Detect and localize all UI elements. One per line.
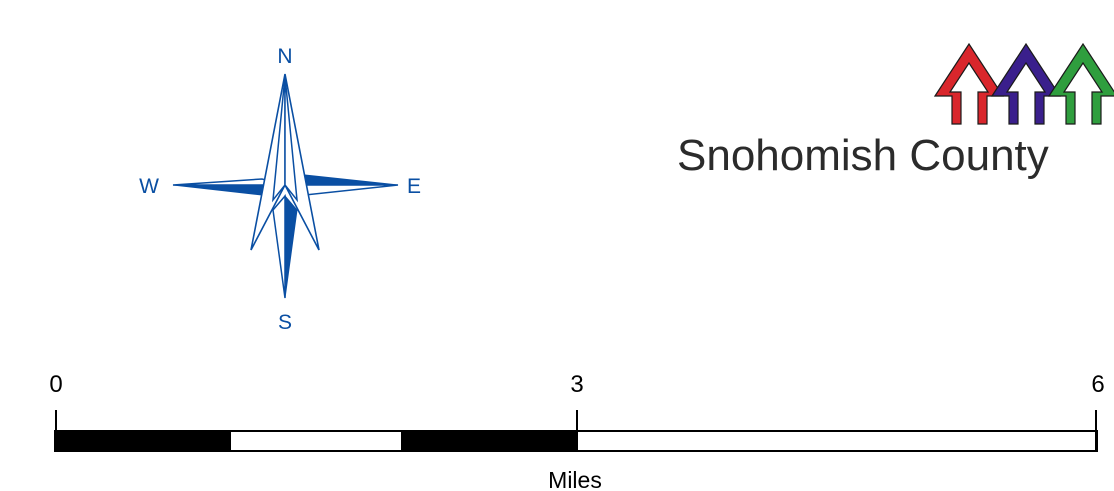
- compass-south-label: S: [278, 311, 292, 334]
- county-logo: Snohomish County: [677, 42, 1114, 180]
- scale-tick-label-6: 6: [1091, 371, 1104, 398]
- logo-wordmark: Snohomish County: [677, 131, 1049, 180]
- logo-green-arrow-icon: [1047, 42, 1114, 125]
- compass-south-needle-right: [284, 194, 298, 299]
- scale-tick-label-0: 0: [49, 371, 62, 398]
- scale-bar-segment: [55, 431, 231, 451]
- compass-west-label: W: [139, 175, 159, 198]
- scale-bar: 0 3 6 Miles: [49, 371, 1104, 491]
- scale-units-label: Miles: [548, 467, 602, 491]
- compass-east-label: E: [407, 175, 421, 198]
- scale-bar-segment: [401, 431, 577, 451]
- scale-tick-label-3: 3: [570, 371, 583, 398]
- logo-purple-arrow-icon: [990, 42, 1062, 125]
- compass-rose: N S E W: [139, 45, 421, 334]
- logo-red-arrow-icon: [933, 42, 1005, 125]
- scale-bar-segment: [577, 432, 1096, 450]
- compass-north-needle-right: [284, 75, 298, 203]
- scale-bar-segment: [231, 432, 401, 450]
- compass-south-needle-left: [272, 193, 286, 299]
- compass-north-label: N: [277, 45, 292, 68]
